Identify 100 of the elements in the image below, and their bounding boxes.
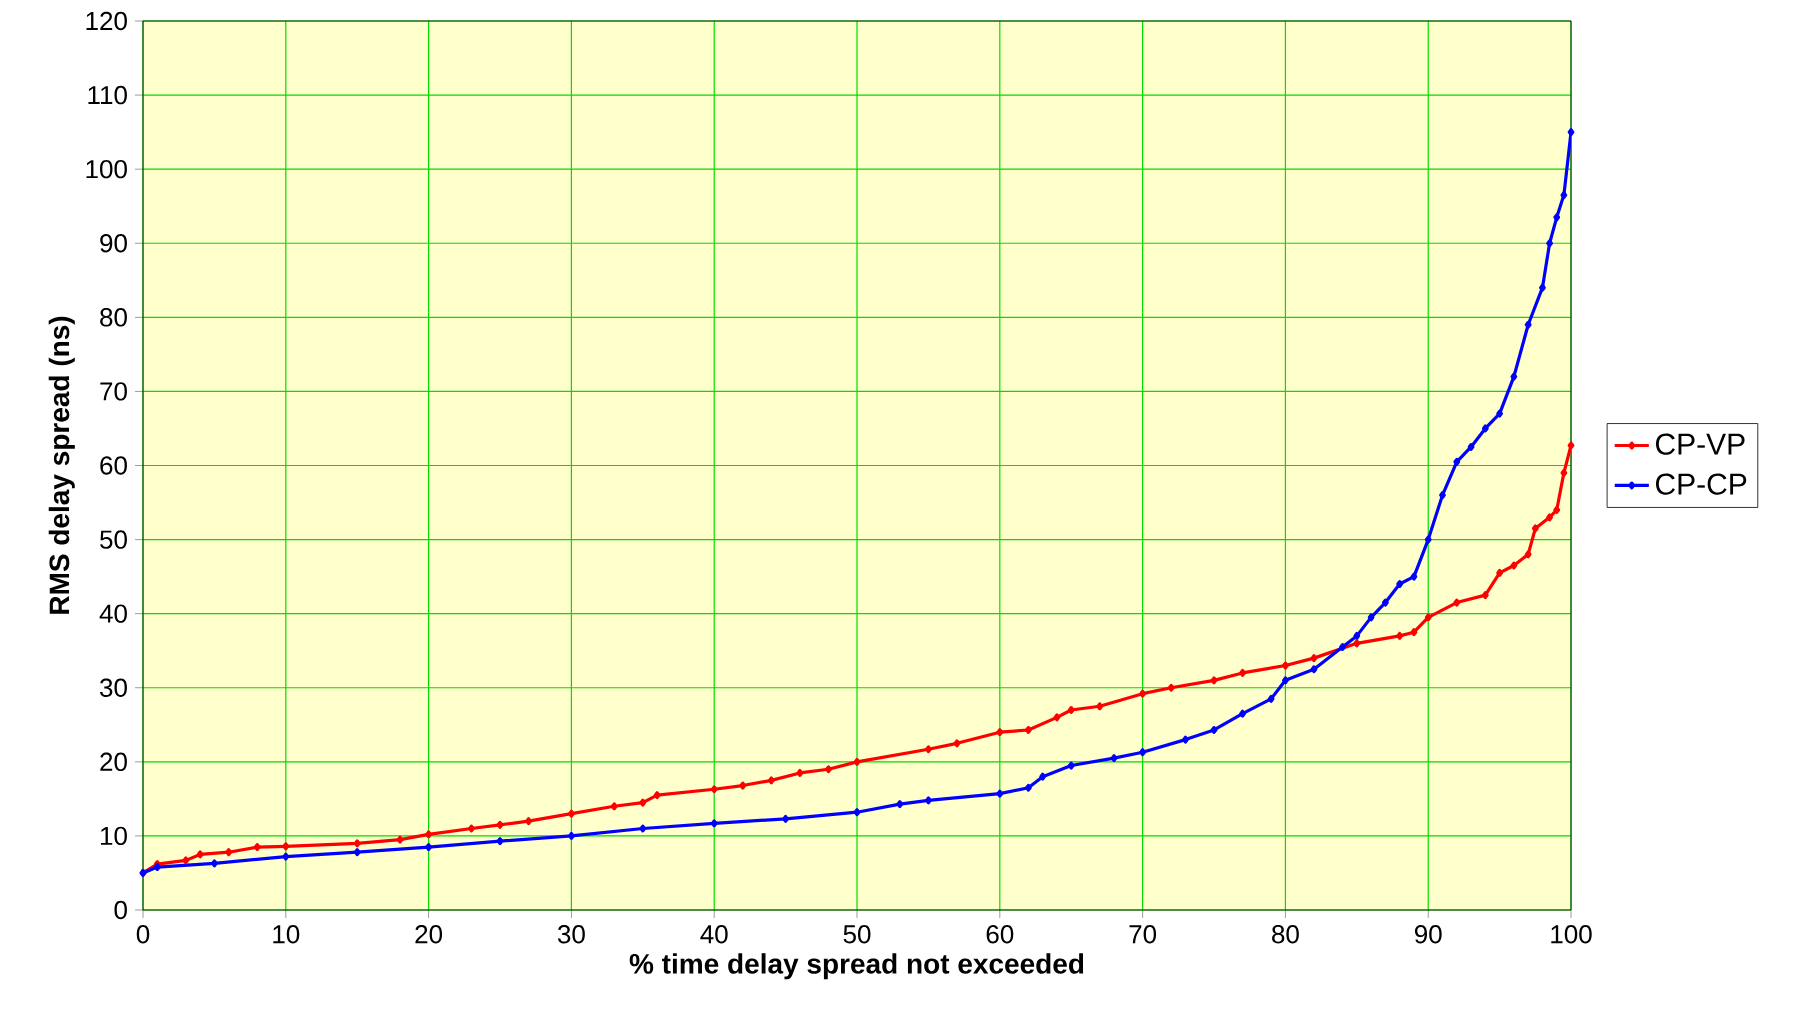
point: [1310, 665, 1318, 674]
x-tick-label: 80: [1272, 925, 1299, 944]
point: [1310, 654, 1318, 663]
point: [1553, 213, 1561, 222]
point: [1496, 409, 1504, 418]
point: [1531, 524, 1539, 533]
point: [1267, 694, 1275, 703]
y-axis-title: RMS delay spread (ns): [48, 316, 75, 614]
x-tick-label: 40: [700, 925, 728, 944]
point: [1560, 468, 1568, 477]
point: [1510, 561, 1518, 570]
x-tick-label: 100: [1551, 925, 1592, 944]
point: [1424, 535, 1432, 544]
point: [353, 839, 361, 848]
point: [853, 808, 861, 817]
point: [1396, 580, 1404, 589]
point: [1524, 320, 1532, 329]
point: [1239, 709, 1246, 718]
x-tick-label: 20: [415, 925, 443, 944]
point: [1496, 568, 1504, 577]
point: [1560, 191, 1568, 200]
point: [1067, 761, 1075, 770]
y-tick-label: 0: [114, 900, 127, 920]
point: [1567, 128, 1575, 137]
point: [1339, 643, 1346, 651]
point: [639, 798, 647, 807]
point: [1110, 754, 1118, 763]
point: [282, 852, 290, 861]
point: [396, 835, 404, 844]
point: [353, 848, 361, 857]
point: [1453, 598, 1461, 607]
point: [1439, 491, 1446, 500]
point: [425, 843, 433, 852]
point: [1096, 702, 1104, 711]
point: [1353, 639, 1361, 648]
point: [1539, 283, 1546, 292]
point: [1481, 591, 1489, 600]
point: [1567, 441, 1575, 450]
y-tick-label: 120: [86, 11, 127, 31]
point: [1410, 572, 1418, 581]
point: [639, 824, 647, 833]
point: [1481, 424, 1489, 433]
point: [568, 809, 575, 818]
point: [610, 802, 618, 811]
point: [1510, 372, 1518, 381]
point: [225, 848, 233, 857]
point: [767, 776, 775, 785]
y-tick-label: 100: [86, 159, 127, 179]
point: [496, 837, 504, 846]
point: [196, 850, 204, 859]
point: [1282, 676, 1289, 685]
point: [1024, 725, 1032, 734]
x-tick-label: 60: [986, 925, 1014, 944]
point: [525, 817, 532, 826]
point: [1410, 628, 1418, 637]
point: [1353, 631, 1361, 640]
point: [1039, 772, 1047, 781]
x-tick-label: 10: [273, 925, 300, 944]
point: [1210, 725, 1218, 734]
y-tick-label: 10: [101, 826, 127, 846]
y-tick-label: 20: [100, 752, 127, 772]
point: [1424, 613, 1432, 622]
point: [996, 789, 1004, 798]
point: [282, 842, 290, 851]
y-tick-label: 80: [100, 308, 127, 327]
point: [1546, 513, 1553, 522]
point: [1367, 613, 1375, 622]
point: [1282, 661, 1289, 670]
point: [1553, 505, 1561, 514]
point: [996, 728, 1004, 737]
point: [1546, 239, 1553, 248]
x-tick-label: 70: [1129, 925, 1157, 944]
point: [710, 819, 718, 828]
point: [1381, 598, 1389, 607]
x-axis-title: % time delay spread not exceeded: [629, 953, 1084, 980]
point: [739, 781, 747, 790]
point: [1024, 783, 1032, 792]
y-tick-label: 50: [100, 530, 127, 549]
legend-label: CP-CP: [1655, 473, 1747, 495]
point: [896, 800, 904, 809]
point: [468, 824, 475, 833]
point: [1453, 457, 1461, 466]
point: [710, 785, 718, 794]
point: [1239, 668, 1246, 677]
point: [1067, 705, 1075, 714]
point: [1053, 713, 1061, 722]
legend-label: CP-VP: [1655, 433, 1745, 455]
point: [796, 768, 804, 777]
point: [1396, 631, 1404, 640]
point: [253, 843, 261, 852]
point: [1167, 683, 1175, 692]
point: [1524, 550, 1532, 559]
point: [853, 757, 861, 766]
x-tick-label: 0: [136, 925, 150, 944]
point: [496, 820, 504, 829]
y-tick-label: 110: [88, 85, 127, 105]
point: [925, 796, 932, 805]
point: [1182, 735, 1189, 744]
point: [1139, 689, 1147, 698]
y-tick-label: 90: [100, 234, 127, 253]
